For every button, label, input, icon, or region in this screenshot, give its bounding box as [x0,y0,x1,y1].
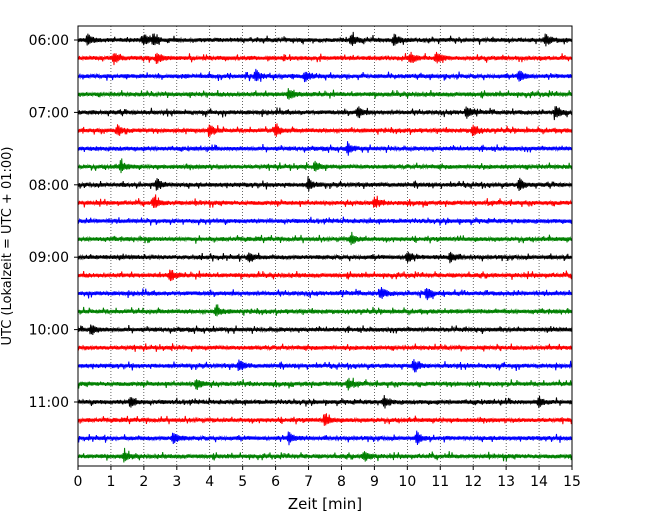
trace-line [77,447,573,463]
trace-line [77,141,573,156]
trace-line [77,231,573,246]
trace-line [77,251,573,264]
trace-line [77,304,573,317]
x-tick-label: 14 [530,474,548,490]
trace-line [77,106,573,121]
trace-line [77,216,573,226]
y-tick-label: 08:00 [29,178,69,194]
x-tick-label: 15 [563,474,581,490]
trace-lines [77,31,573,463]
x-axis-ticks: 0 1 2 3 4 5 6 7 8 9 10 11 12 13 14 15 [74,466,581,490]
trace-line [77,395,573,409]
trace-line [77,324,573,336]
x-tick-label: 2 [139,474,148,490]
trace-line [77,176,573,192]
x-tick-label: 1 [106,474,115,490]
trace-line [77,377,573,391]
x-tick-label: 8 [337,474,346,490]
trace-line [77,343,573,352]
x-axis-label: Zeit [min] [288,495,362,513]
trace-line [77,88,573,100]
y-tick-label: 07:00 [29,105,69,121]
y-tick-label: 11:00 [29,395,69,411]
trace-line [77,413,573,426]
trace-line [77,31,573,47]
x-tick-label: 5 [238,474,247,490]
y-axis-label: UTC (Lokalzeit = UTC + 01:00) [0,147,15,346]
x-tick-label: 3 [172,474,181,490]
x-tick-label: 4 [205,474,214,490]
x-tick-label: 13 [497,474,515,490]
y-tick-label: 06:00 [29,33,69,49]
trace-line [77,51,573,66]
trace-line [77,430,573,446]
x-tick-label: 6 [271,474,280,490]
y-tick-label: 10:00 [29,323,69,339]
x-tick-label: 11 [431,474,449,490]
x-tick-label: 12 [464,474,482,490]
trace-line [77,68,573,83]
x-tick-label: 0 [74,474,83,490]
trace-line [77,269,573,282]
trace-line [77,123,573,137]
trace-line [77,194,573,208]
trace-line [77,158,573,174]
trace-line [77,286,573,301]
y-axis-ticks: 06:00 07:00 08:00 09:00 10:00 11:00 [29,33,78,411]
x-tick-label: 10 [398,474,416,490]
trace-line [77,359,573,373]
plot-frame [77,25,573,467]
grid-lines [110,26,540,466]
y-tick-label: 09:00 [29,250,69,266]
x-tick-label: 9 [370,474,379,490]
x-tick-label: 7 [304,474,313,490]
